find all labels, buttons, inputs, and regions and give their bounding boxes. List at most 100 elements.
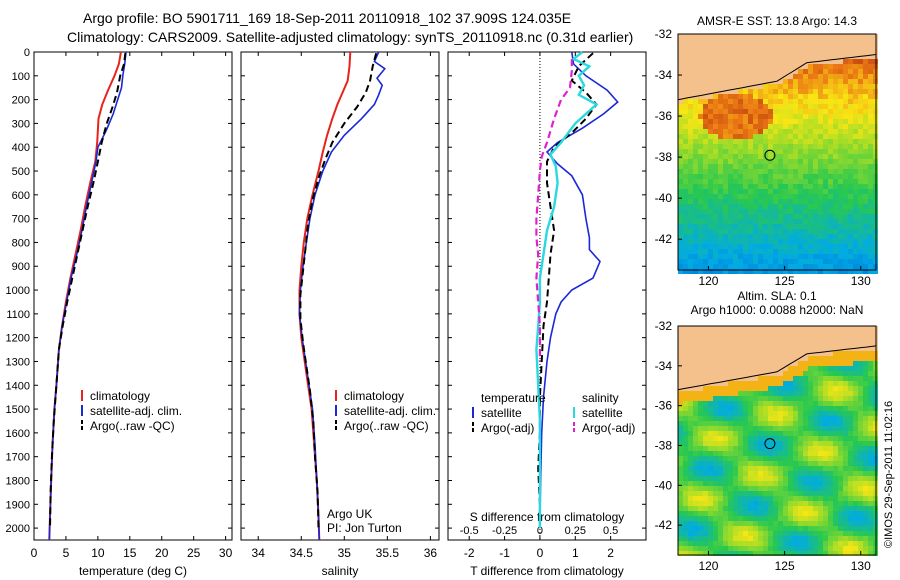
sla_map-cell <box>683 396 688 401</box>
sla_map-cell <box>823 511 828 516</box>
sst_map-cell <box>753 219 758 224</box>
sla_map-cell <box>703 411 708 416</box>
sst_map-cell <box>708 39 713 44</box>
sst_map-cell <box>798 199 803 204</box>
sst_map-cell <box>693 149 698 154</box>
sla_map-cell <box>823 506 828 511</box>
sla_map-cell <box>773 441 778 446</box>
sst_map-cell <box>748 179 753 184</box>
sst_map-cell <box>823 119 828 124</box>
sla_map-cell <box>783 386 788 391</box>
sla_map-cell <box>808 406 813 411</box>
sla_map-cell <box>788 426 793 431</box>
sla_map-cell <box>703 481 708 486</box>
sla_map-cell <box>773 391 778 396</box>
sst_map-cell <box>793 244 798 249</box>
sst_map-cell <box>733 84 738 89</box>
sst_map-cell <box>688 174 693 179</box>
sla_map-cell <box>738 426 743 431</box>
sla_map-cell <box>828 426 833 431</box>
sst_map-cell <box>843 139 848 144</box>
sst_map-cell <box>703 159 708 164</box>
sst_map-cell <box>788 74 793 79</box>
sla_map-cell <box>683 551 688 556</box>
sst_map-cell <box>843 144 848 149</box>
sst_map-cell <box>833 249 838 254</box>
sst_map-cell <box>693 99 698 104</box>
sst_map-cell <box>758 224 763 229</box>
sst_map-cell <box>693 34 698 39</box>
sst_map-cell <box>838 234 843 239</box>
sla_map-cell <box>778 531 783 536</box>
sst_map-cell <box>753 234 758 239</box>
sst_map-cell <box>678 59 683 64</box>
sst_map-cell <box>743 169 748 174</box>
sla_map-cell <box>763 376 768 381</box>
sla_map-cell <box>683 531 688 536</box>
sst_map-cell <box>848 209 853 214</box>
sst_map-cell <box>703 234 708 239</box>
sla_map-cell <box>733 326 738 331</box>
sla_map-cell <box>808 376 813 381</box>
sla_map-cell <box>853 446 858 451</box>
temperature-series-argo <box>49 53 127 529</box>
sla_map-cell <box>863 546 868 551</box>
sst_map-cell <box>758 139 763 144</box>
sst_map-cell <box>793 224 798 229</box>
sst_map-cell <box>808 64 813 69</box>
sla_map-cell <box>783 341 788 346</box>
sla_map-cell <box>748 351 753 356</box>
sst_map-cell <box>758 49 763 54</box>
temperature-xtick-label: 15 <box>123 546 137 560</box>
sla_map-cell <box>698 481 703 486</box>
sla_map-cell <box>793 446 798 451</box>
sst_map-cell <box>708 204 713 209</box>
sst_map-cell <box>818 179 823 184</box>
sla_map-cell <box>678 346 683 351</box>
sla_map-cell <box>768 516 773 521</box>
sla_map-cell <box>853 371 858 376</box>
sla_map-cell <box>863 446 868 451</box>
sla_map-cell <box>693 386 698 391</box>
sla_map-cell <box>688 476 693 481</box>
sla_map-cell <box>733 496 738 501</box>
sla_map-cell <box>853 466 858 471</box>
sla_map-cell <box>748 531 753 536</box>
sst_map-cell <box>798 79 803 84</box>
sla_map-cell <box>718 461 723 466</box>
sst_map-cell <box>813 54 818 59</box>
sst_map-cell <box>858 69 863 74</box>
sst_map-cell <box>858 89 863 94</box>
sla_map-cell <box>793 496 798 501</box>
sst_map-cell <box>813 64 818 69</box>
sla_map-cell <box>683 496 688 501</box>
sla_map-cell <box>688 396 693 401</box>
sst_map-cell <box>713 84 718 89</box>
sst_map-cell <box>698 229 703 234</box>
sst_map-cell <box>858 239 863 244</box>
sla_map-cell <box>683 376 688 381</box>
sla_map-cell <box>693 381 698 386</box>
sst_map-cell <box>818 119 823 124</box>
sst_map-cell <box>728 179 733 184</box>
sst_map-cell <box>703 44 708 49</box>
sla_map-cell <box>788 436 793 441</box>
sst_map-cell <box>828 229 833 234</box>
sst_map-cell <box>858 79 863 84</box>
sst_map-cell <box>848 114 853 119</box>
sst_map-cell <box>853 159 858 164</box>
sst_map-cell <box>788 99 793 104</box>
sla_map-cell <box>768 361 773 366</box>
sst_map-cell <box>843 129 848 134</box>
sla_map-cell <box>713 346 718 351</box>
sst_map-cell <box>788 194 793 199</box>
sst_map-cell <box>838 89 843 94</box>
sla_map-cell <box>813 526 818 531</box>
sla_map-cell <box>808 371 813 376</box>
sst_map-cell <box>678 109 683 114</box>
sst_map-cell <box>863 249 868 254</box>
sla_map-cell <box>858 411 863 416</box>
sst_map-cell <box>743 214 748 219</box>
sla_map-cell <box>768 441 773 446</box>
sst_map-cell <box>798 159 803 164</box>
